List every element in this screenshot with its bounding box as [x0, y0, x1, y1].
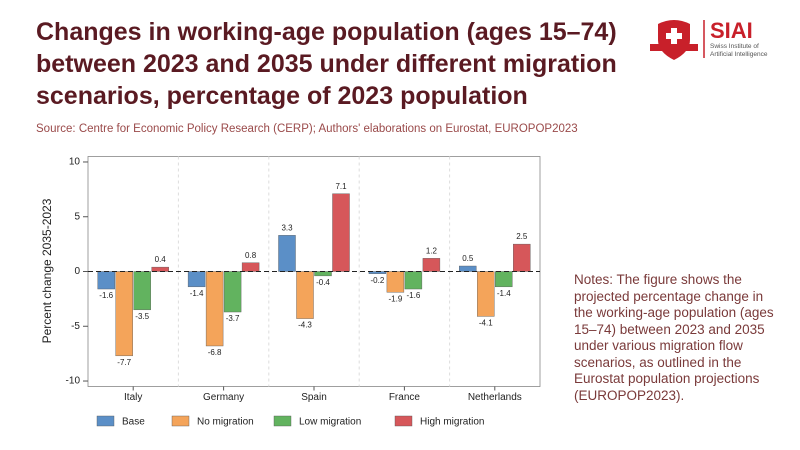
logo-ribbon — [650, 44, 698, 51]
y-tick-label: 0 — [74, 266, 80, 277]
y-tick-label: 5 — [74, 211, 80, 222]
logo-tagline: Swiss Institute of — [710, 43, 759, 50]
y-axis-label: Percent change 2035-2023 — [40, 198, 54, 343]
y-tick-label: 10 — [69, 157, 81, 168]
x-tick-label: Germany — [203, 392, 244, 403]
value-label: -1.9 — [389, 294, 403, 303]
bar — [477, 271, 495, 317]
bar — [187, 271, 206, 288]
bar — [422, 258, 441, 272]
logo-name: SIAI — [710, 18, 753, 43]
legend-label: Low migration — [299, 417, 361, 428]
x-tick-label: Spain — [301, 392, 327, 403]
value-label: -1.4 — [497, 289, 511, 298]
legend-swatch — [171, 415, 190, 427]
bar — [151, 266, 169, 272]
legend-label: No migration — [197, 417, 254, 428]
y-tick-label: -5 — [71, 321, 80, 332]
chart-title: Changes in working-age population (ages … — [36, 18, 617, 110]
bar — [513, 243, 531, 272]
value-label: 0.4 — [155, 255, 167, 264]
chart: Percent change 2035-2023 -10 -5 0 5 10 Italy -… — [40, 156, 541, 428]
value-label: 2.5 — [516, 232, 528, 241]
logo-tagline: Artificial Intelligence — [710, 51, 768, 58]
bar — [115, 271, 133, 357]
notes: Notes: The figure shows the projected pe… — [574, 272, 774, 403]
legend-swatch — [394, 415, 413, 427]
legend-swatch — [273, 415, 292, 427]
value-label: -1.6 — [99, 291, 113, 300]
legend-label: High migration — [420, 417, 484, 428]
legend-swatch — [96, 415, 115, 427]
bar — [133, 271, 151, 311]
x-tick-label: France — [389, 392, 421, 403]
bar — [459, 265, 477, 272]
bar — [314, 271, 332, 277]
x-tick-label: Netherlands — [468, 392, 522, 403]
bar — [223, 271, 242, 313]
x-tick-label: Italy — [124, 392, 142, 403]
bar — [97, 271, 115, 290]
value-label: 0.8 — [245, 251, 257, 260]
value-label: 7.1 — [335, 182, 347, 191]
bar — [332, 193, 350, 272]
bar — [205, 271, 224, 347]
bar — [495, 271, 513, 288]
value-label: -7.7 — [117, 358, 131, 367]
bar — [278, 235, 296, 272]
value-label: -4.1 — [479, 319, 493, 328]
value-label: 3.3 — [281, 223, 293, 232]
value-label: -3.7 — [226, 314, 240, 323]
logo-cross — [666, 33, 682, 39]
bar — [386, 271, 405, 293]
value-label: -6.8 — [208, 348, 222, 357]
bar — [404, 271, 423, 290]
value-label: -1.6 — [407, 291, 421, 300]
value-label: -0.2 — [371, 276, 385, 285]
logo: SIAI Swiss Institute of Artificial Intel… — [650, 18, 768, 60]
value-label: -4.3 — [298, 321, 312, 330]
value-label: -0.4 — [316, 278, 330, 287]
value-label: -1.4 — [190, 289, 204, 298]
legend-label: Base — [122, 417, 145, 428]
bar — [241, 262, 260, 272]
y-tick-label: -10 — [66, 376, 81, 387]
value-label: -3.5 — [135, 312, 149, 321]
bar — [296, 271, 314, 319]
value-label: 0.5 — [462, 254, 474, 263]
source: Source: Centre for Economic Policy Resea… — [36, 123, 578, 135]
value-label: 1.2 — [426, 246, 438, 255]
